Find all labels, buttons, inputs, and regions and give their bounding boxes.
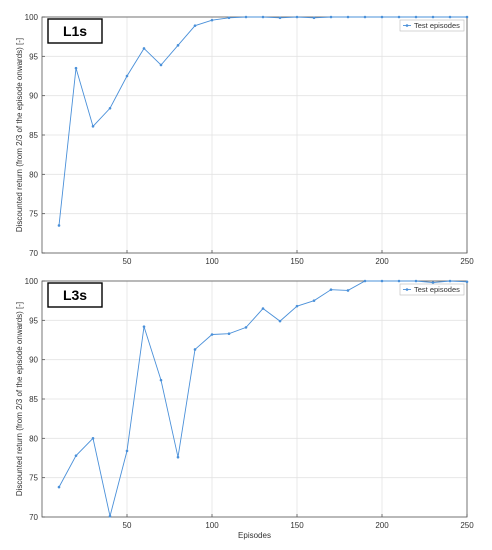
data-point xyxy=(108,514,112,518)
data-point xyxy=(210,333,214,336)
legend-marker xyxy=(405,288,409,291)
y-tick-label: 80 xyxy=(29,170,38,179)
data-point xyxy=(57,224,61,227)
data-point xyxy=(414,279,418,283)
y-tick-label: 70 xyxy=(29,249,38,258)
y-tick-label: 95 xyxy=(29,52,38,61)
y-tick-label: 100 xyxy=(25,277,39,286)
data-point xyxy=(431,281,435,284)
x-tick-label: 100 xyxy=(205,257,219,266)
data-point xyxy=(329,15,333,19)
legend-box xyxy=(399,19,465,32)
data-point xyxy=(210,18,214,22)
x-tick-label: 50 xyxy=(123,257,132,266)
data-point xyxy=(261,307,265,310)
data-point xyxy=(227,16,231,20)
data-point xyxy=(431,15,435,19)
data-point xyxy=(91,437,95,440)
panel-tag-box xyxy=(47,282,103,308)
x-tick-label: 150 xyxy=(290,521,304,530)
data-point xyxy=(346,289,350,292)
x-tick-label: 200 xyxy=(375,257,389,266)
data-point xyxy=(414,15,418,19)
y-tick-label: 75 xyxy=(29,210,38,219)
panel-tag-label: L3s xyxy=(63,287,87,303)
chart-panel-2: 50 100 150 200 250 70 75 80 85 90 95 100 Discounted … xyxy=(15,277,474,540)
data-point xyxy=(176,455,180,459)
data-point xyxy=(142,325,146,328)
y-tick-label: 85 xyxy=(29,395,38,404)
data-point xyxy=(57,485,61,489)
legend-label: Test episodes xyxy=(414,21,460,30)
x-tick-label: 200 xyxy=(375,521,389,530)
data-point xyxy=(74,66,78,70)
data-point xyxy=(465,280,469,284)
data-point xyxy=(278,16,282,20)
data-point xyxy=(193,24,197,27)
data-point xyxy=(227,332,231,336)
y-axis-label: Discounted return (from 2/3 of the episo… xyxy=(15,38,24,232)
chart-panel-1: 50 100 150 200 250 70 75 80 85 90 95 100 Discounted … xyxy=(15,13,474,266)
data-point xyxy=(278,319,282,323)
data-point xyxy=(397,279,401,283)
data-point xyxy=(465,15,469,19)
data-point xyxy=(363,15,367,19)
data-point xyxy=(125,74,129,78)
panel-tag-box xyxy=(47,18,103,44)
data-point xyxy=(363,279,367,283)
y-tick-label: 75 xyxy=(29,474,38,483)
data-point xyxy=(159,63,163,67)
data-point xyxy=(295,15,299,19)
data-point xyxy=(346,15,350,19)
data-point xyxy=(448,15,452,19)
data-point xyxy=(108,106,112,110)
data-point xyxy=(176,44,180,47)
data-point xyxy=(244,15,248,19)
x-tick-label: 250 xyxy=(460,257,474,266)
y-tick-label: 95 xyxy=(29,316,38,325)
data-point xyxy=(74,454,78,457)
legend-label: Test episodes xyxy=(414,285,460,294)
data-point xyxy=(91,125,95,128)
data-point xyxy=(380,279,384,283)
y-tick-label: 100 xyxy=(25,13,39,22)
data-point xyxy=(193,348,197,351)
x-tick-label: 250 xyxy=(460,521,474,530)
data-point xyxy=(312,299,316,302)
x-tick-label: 150 xyxy=(290,257,304,266)
data-point xyxy=(295,304,299,308)
data-point xyxy=(380,15,384,19)
data-point xyxy=(244,326,248,329)
y-tick-label: 85 xyxy=(29,131,38,140)
x-tick-label: 50 xyxy=(123,521,132,530)
legend-box xyxy=(399,283,465,296)
y-axis-label: Discounted return (from 2/3 of the episo… xyxy=(15,302,24,496)
data-point xyxy=(397,15,401,19)
data-point xyxy=(448,279,452,283)
y-tick-label: 90 xyxy=(29,92,38,101)
y-tick-label: 90 xyxy=(29,356,38,365)
data-point xyxy=(159,378,163,382)
data-point xyxy=(125,449,129,453)
data-point xyxy=(329,288,333,291)
x-axis-label: Episodes xyxy=(238,531,271,540)
y-tick-label: 70 xyxy=(29,513,38,522)
x-tick-label: 100 xyxy=(205,521,219,530)
data-point xyxy=(261,15,265,19)
data-point xyxy=(142,47,146,50)
legend-marker xyxy=(405,24,409,27)
panel-tag-label: L1s xyxy=(63,23,87,39)
data-point xyxy=(312,16,316,20)
y-tick-label: 80 xyxy=(29,434,38,443)
